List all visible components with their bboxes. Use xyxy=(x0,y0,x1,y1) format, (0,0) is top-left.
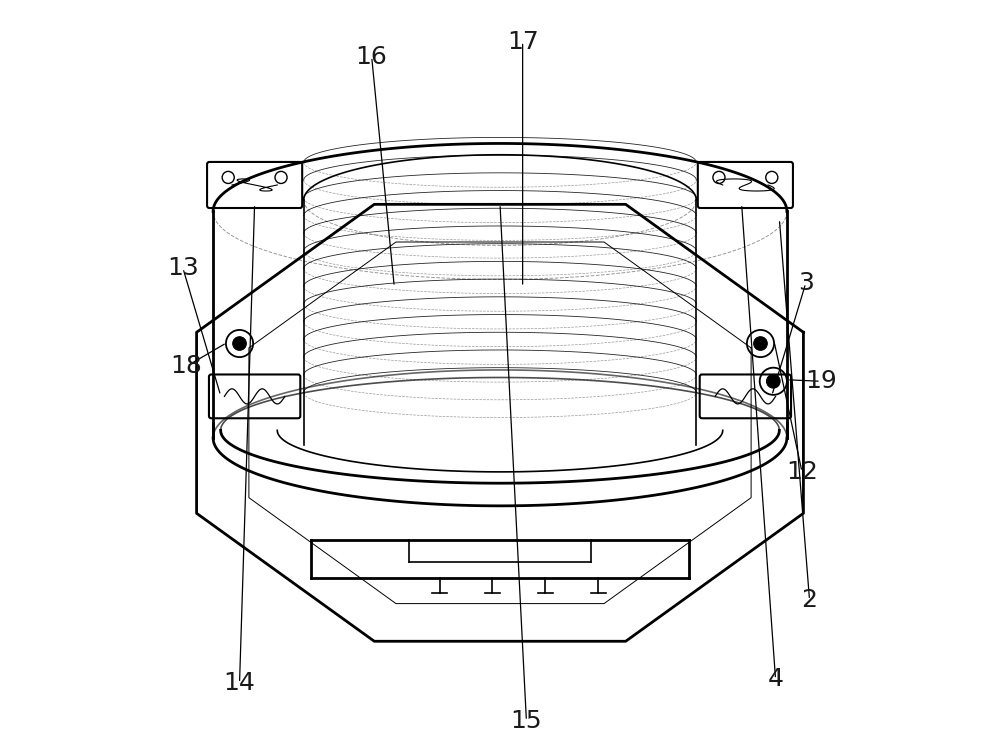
Text: 2: 2 xyxy=(802,588,818,612)
Text: 17: 17 xyxy=(507,29,539,54)
Text: 14: 14 xyxy=(224,671,255,695)
Text: 4: 4 xyxy=(768,667,784,692)
Circle shape xyxy=(754,337,767,350)
Text: 19: 19 xyxy=(805,369,837,393)
Text: 12: 12 xyxy=(786,460,818,484)
FancyBboxPatch shape xyxy=(700,374,791,418)
Circle shape xyxy=(233,337,246,350)
Text: 18: 18 xyxy=(171,354,203,378)
Text: 15: 15 xyxy=(511,709,542,733)
FancyBboxPatch shape xyxy=(698,162,793,208)
Text: 13: 13 xyxy=(167,256,199,280)
Circle shape xyxy=(767,374,780,388)
Text: 3: 3 xyxy=(798,271,814,295)
FancyBboxPatch shape xyxy=(209,374,300,418)
FancyBboxPatch shape xyxy=(207,162,302,208)
Text: 16: 16 xyxy=(356,45,388,69)
